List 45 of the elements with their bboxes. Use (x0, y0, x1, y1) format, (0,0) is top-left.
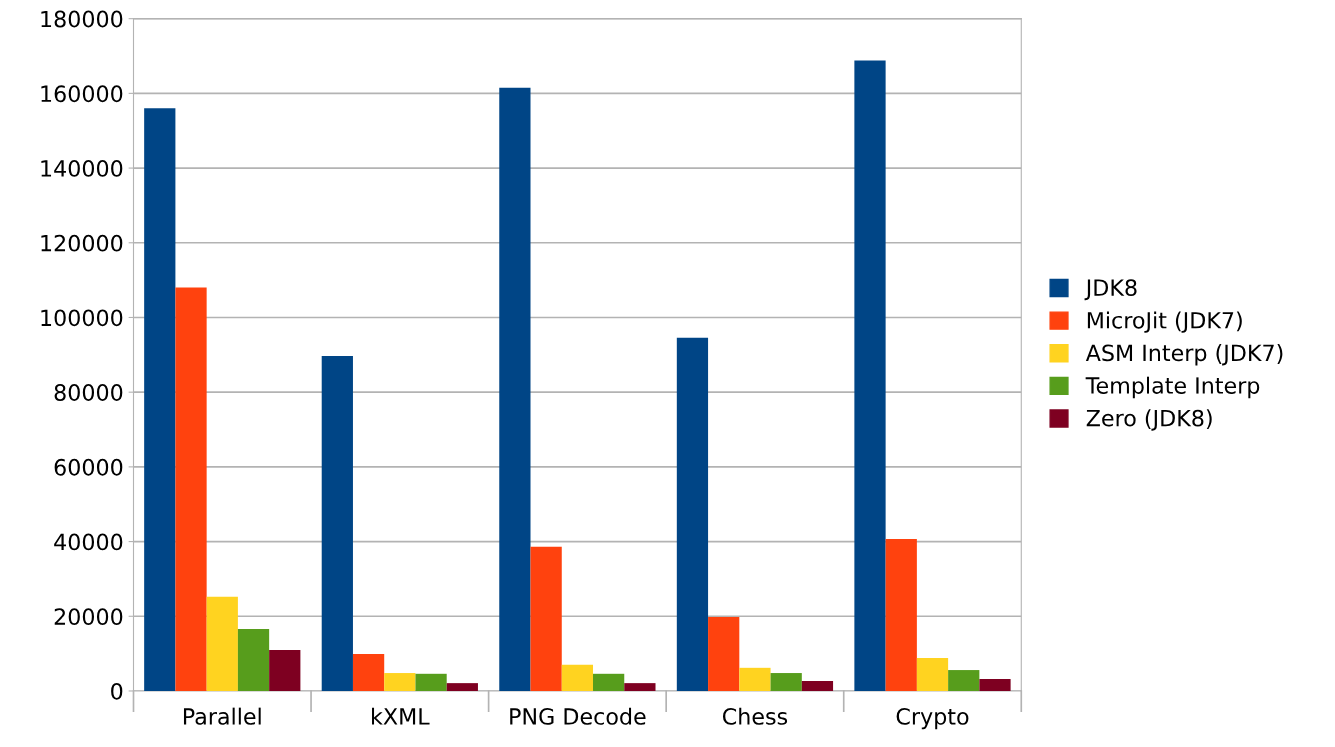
bar (206, 596, 238, 691)
legend-label: JDK8 (1084, 279, 1137, 301)
legend-label: ASM Interp (JDK7) (1085, 344, 1283, 366)
legend-label: MicroJit (JDK7) (1087, 311, 1242, 333)
x-tick-label: kXML (372, 707, 430, 725)
bar (948, 670, 980, 691)
y-tick-label: 80000 (54, 384, 123, 401)
y-tick-label: 0 (111, 682, 123, 700)
y-tick-label: 60000 (54, 458, 123, 476)
bar (321, 355, 353, 691)
bar (415, 673, 447, 691)
x-tick-label: Crypto (896, 708, 969, 730)
y-tick-label: 100000 (41, 309, 123, 327)
bar (739, 667, 771, 691)
y-tick-label: 160000 (41, 85, 123, 103)
y-tick-label: 20000 (54, 608, 123, 626)
bar (175, 287, 207, 691)
bar (854, 60, 886, 691)
bar (352, 654, 385, 691)
bar (499, 87, 531, 691)
bar (676, 337, 709, 691)
bar (916, 658, 949, 691)
bar (384, 673, 416, 691)
y-tick-label: 140000 (41, 160, 123, 177)
bar (561, 664, 594, 691)
legend-label: Template Interp (1085, 376, 1260, 399)
bar (593, 673, 625, 691)
bar (446, 683, 478, 691)
bar (708, 617, 740, 691)
legend-label: Zero (JDK8) (1086, 409, 1212, 431)
bar (144, 108, 176, 691)
bar (530, 546, 562, 691)
y-tick-label: 40000 (54, 533, 123, 551)
x-tick-label: Chess (722, 707, 788, 725)
bar (979, 679, 1011, 691)
bar (269, 649, 301, 691)
bar (770, 673, 802, 691)
x-tick-label: Parallel (183, 707, 261, 725)
bar (624, 683, 656, 691)
bar (801, 680, 834, 691)
y-tick-label: 180000 (41, 10, 123, 28)
bar (237, 628, 270, 691)
y-tick-label: 120000 (41, 234, 123, 252)
bar (885, 538, 917, 691)
x-tick-label: PNG Decode (510, 707, 646, 725)
